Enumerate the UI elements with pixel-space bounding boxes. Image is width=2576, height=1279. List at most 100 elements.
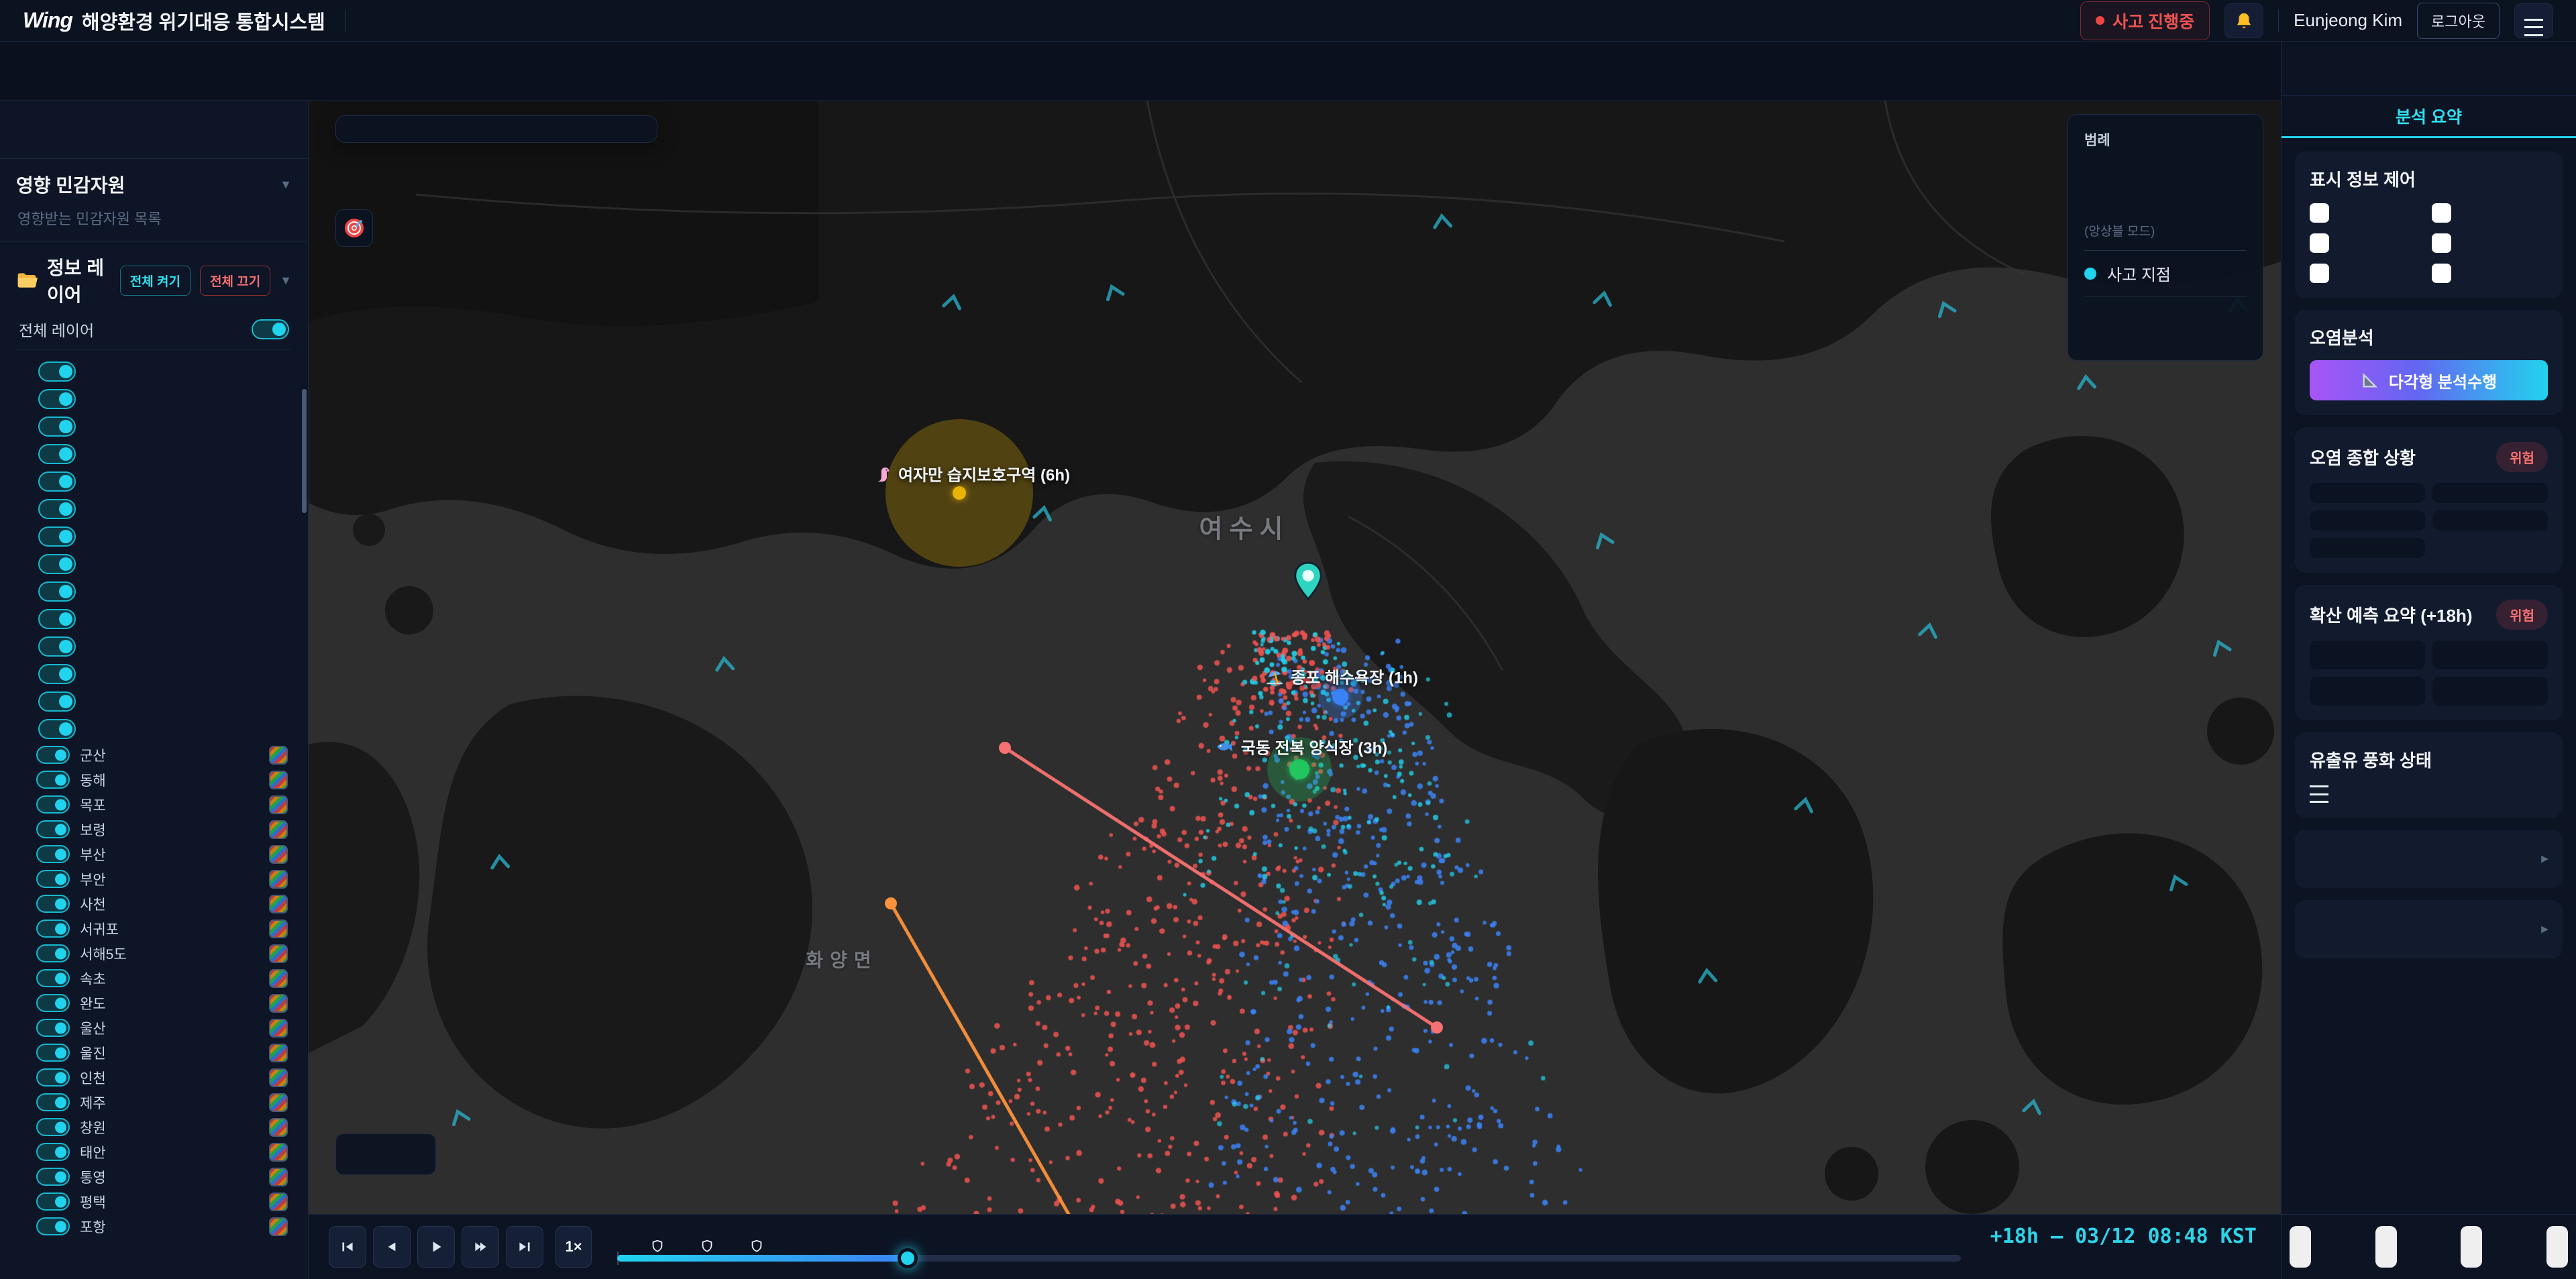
region-toggle[interactable]	[36, 870, 70, 888]
region-toggle[interactable]	[36, 795, 70, 814]
nav-item[interactable]	[657, 13, 692, 29]
layer-toggle[interactable]	[38, 718, 76, 739]
region-toggle[interactable]	[36, 920, 70, 938]
region-toggle[interactable]	[36, 820, 70, 838]
sensitive-section-header[interactable]: 영향 민감자원 ▼	[16, 171, 292, 198]
fold-card[interactable]: ▸	[2295, 900, 2563, 958]
notifications-button[interactable]	[2224, 3, 2264, 38]
nav-item[interactable]	[616, 13, 651, 29]
sidebar-scrollbar[interactable]	[302, 389, 307, 513]
layer-toggle[interactable]	[38, 553, 76, 574]
layer-toggle[interactable]	[38, 471, 76, 492]
fast-forward-button[interactable]	[462, 1226, 499, 1268]
tab[interactable]	[63, 42, 117, 100]
region-label: 군산	[80, 748, 106, 764]
region-toggle[interactable]	[36, 1192, 70, 1211]
action-button[interactable]	[2546, 1226, 2568, 1268]
layer-toggle[interactable]	[38, 498, 76, 519]
region-toggle[interactable]	[36, 969, 70, 987]
layers-all-on-button[interactable]: 전체 켜기	[119, 265, 191, 296]
display-checkbox[interactable]: ✓	[2431, 233, 2548, 253]
region-toggle[interactable]	[36, 771, 70, 789]
skip-start-button[interactable]	[329, 1226, 366, 1268]
region-style-button[interactable]	[269, 869, 288, 889]
region-style-button[interactable]	[269, 894, 288, 913]
region-style-button[interactable]	[269, 919, 288, 938]
region-style-button[interactable]	[269, 1217, 288, 1236]
region-style-button[interactable]	[269, 1142, 288, 1162]
layer-toggle[interactable]	[38, 416, 76, 437]
layer-toggle[interactable]	[38, 443, 76, 464]
timeline-thumb[interactable]	[897, 1248, 918, 1268]
region-toggle[interactable]	[36, 994, 70, 1012]
region-toggle[interactable]	[36, 1044, 70, 1062]
map-canvas[interactable]: 여자만 습지보호구역 (6h) 종포 해수욕장 (1h) 국동 전복 양식장 (3h…	[309, 101, 2281, 1214]
master-layer-toggle[interactable]	[252, 319, 289, 339]
fold-card[interactable]: ▸	[2295, 830, 2563, 888]
region-toggle[interactable]	[36, 1118, 70, 1136]
region-style-button[interactable]	[269, 1192, 288, 1211]
nav-item[interactable]	[366, 13, 401, 29]
layer-toggle[interactable]	[38, 636, 76, 657]
region-toggle[interactable]	[36, 1168, 70, 1186]
region-toggle[interactable]	[36, 1068, 70, 1087]
nav-item[interactable]	[408, 13, 443, 29]
region-toggle[interactable]	[36, 1143, 70, 1161]
region-style-button[interactable]	[269, 1093, 288, 1112]
action-button[interactable]	[2375, 1226, 2397, 1268]
region-style-button[interactable]	[269, 1043, 288, 1062]
logout-button[interactable]: 로그아웃	[2417, 2, 2500, 39]
layer-toggle[interactable]	[38, 581, 76, 602]
region-style-button[interactable]	[269, 820, 288, 839]
region-toggle[interactable]	[36, 746, 70, 764]
layer-toggle[interactable]	[38, 608, 76, 629]
nav-item[interactable]	[574, 13, 609, 29]
action-button[interactable]	[2461, 1226, 2483, 1268]
display-checkbox[interactable]: ✓	[2310, 233, 2426, 253]
play-button[interactable]	[417, 1226, 455, 1268]
region-style-button[interactable]	[269, 1117, 288, 1137]
tab[interactable]	[117, 42, 170, 100]
display-checkbox[interactable]: ✓	[2310, 264, 2426, 283]
nav-item[interactable]	[449, 13, 484, 29]
region-style-button[interactable]	[269, 770, 288, 789]
nav-item[interactable]	[533, 13, 568, 29]
region-row: 보령	[16, 817, 292, 842]
timeline-track[interactable]	[617, 1248, 1961, 1268]
playback-speed-button[interactable]: 1×	[555, 1226, 592, 1268]
action-button[interactable]	[2290, 1226, 2311, 1268]
region-style-button[interactable]	[269, 1018, 288, 1038]
region-style-button[interactable]	[269, 944, 288, 963]
region-toggle[interactable]	[36, 1217, 70, 1235]
region-style-button[interactable]	[269, 1068, 288, 1087]
tab[interactable]	[170, 42, 224, 100]
focus-incident-button[interactable]	[335, 209, 373, 247]
region-style-button[interactable]	[269, 1167, 288, 1186]
region-toggle[interactable]	[36, 845, 70, 863]
layer-toggle[interactable]	[38, 361, 76, 382]
display-checkbox[interactable]: ✓	[2310, 203, 2426, 223]
region-style-button[interactable]	[269, 745, 288, 765]
region-style-button[interactable]	[269, 993, 288, 1013]
region-style-button[interactable]	[269, 795, 288, 814]
timeline[interactable]	[617, 1215, 1961, 1279]
step-back-button[interactable]	[373, 1226, 411, 1268]
region-toggle[interactable]	[36, 944, 70, 962]
region-toggle[interactable]	[36, 1019, 70, 1037]
nav-item[interactable]	[491, 13, 526, 29]
layers-all-off-button[interactable]: 전체 끄기	[199, 265, 271, 296]
region-toggle[interactable]	[36, 895, 70, 913]
layer-toggle[interactable]	[38, 526, 76, 547]
layer-toggle[interactable]	[38, 663, 76, 684]
region-style-button[interactable]	[269, 844, 288, 864]
region-style-button[interactable]	[269, 968, 288, 988]
polygon-analysis-button[interactable]: 다각형 분석수행	[2310, 360, 2548, 400]
region-toggle[interactable]	[36, 1093, 70, 1111]
layer-toggle[interactable]	[38, 388, 76, 409]
menu-button[interactable]	[2514, 3, 2553, 38]
display-checkbox[interactable]: ✓	[2431, 264, 2548, 283]
layer-toggle[interactable]	[38, 691, 76, 712]
skip-end-button[interactable]	[506, 1226, 543, 1268]
tab[interactable]	[9, 42, 63, 100]
display-checkbox[interactable]: ✓	[2431, 203, 2548, 223]
